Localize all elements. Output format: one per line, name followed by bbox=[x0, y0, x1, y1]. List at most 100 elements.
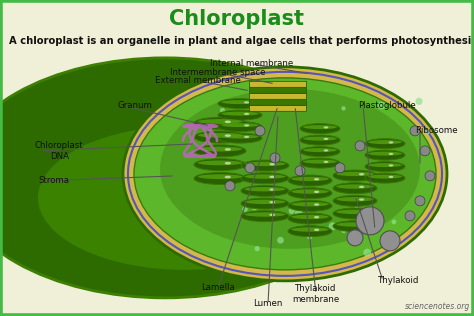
Text: A chloroplast is an organelle in plant and algae cells that performs photosynthe: A chloroplast is an organelle in plant a… bbox=[9, 36, 474, 46]
Ellipse shape bbox=[359, 224, 364, 226]
Circle shape bbox=[245, 163, 255, 173]
Ellipse shape bbox=[198, 161, 242, 165]
Ellipse shape bbox=[218, 122, 262, 131]
Text: Lumen: Lumen bbox=[253, 299, 283, 308]
Ellipse shape bbox=[324, 149, 328, 151]
Ellipse shape bbox=[38, 126, 332, 270]
Ellipse shape bbox=[292, 189, 328, 194]
Text: Plastoglobule: Plastoglobule bbox=[358, 101, 416, 110]
FancyBboxPatch shape bbox=[249, 99, 307, 105]
Ellipse shape bbox=[300, 124, 340, 134]
Circle shape bbox=[344, 227, 348, 231]
Circle shape bbox=[356, 207, 384, 235]
Ellipse shape bbox=[365, 139, 405, 149]
Ellipse shape bbox=[198, 147, 242, 151]
Ellipse shape bbox=[314, 216, 319, 218]
Ellipse shape bbox=[244, 113, 249, 115]
Ellipse shape bbox=[314, 178, 319, 180]
Circle shape bbox=[289, 208, 295, 214]
Ellipse shape bbox=[333, 170, 377, 181]
Ellipse shape bbox=[218, 133, 262, 143]
Circle shape bbox=[305, 206, 311, 212]
Circle shape bbox=[380, 231, 400, 251]
Ellipse shape bbox=[245, 187, 285, 191]
Circle shape bbox=[425, 130, 429, 135]
Circle shape bbox=[242, 206, 248, 212]
Ellipse shape bbox=[241, 198, 289, 209]
Circle shape bbox=[328, 222, 337, 230]
Ellipse shape bbox=[128, 72, 442, 276]
Circle shape bbox=[255, 126, 265, 136]
Ellipse shape bbox=[368, 163, 402, 167]
Ellipse shape bbox=[389, 176, 393, 178]
Ellipse shape bbox=[218, 110, 262, 120]
Ellipse shape bbox=[336, 222, 374, 227]
Ellipse shape bbox=[288, 188, 332, 199]
Ellipse shape bbox=[324, 161, 328, 163]
Ellipse shape bbox=[336, 184, 374, 189]
Text: Stroma: Stroma bbox=[38, 176, 69, 185]
Ellipse shape bbox=[368, 152, 402, 155]
Ellipse shape bbox=[241, 173, 289, 184]
Ellipse shape bbox=[359, 198, 364, 201]
Circle shape bbox=[410, 126, 420, 136]
Ellipse shape bbox=[336, 210, 374, 214]
Ellipse shape bbox=[300, 158, 340, 168]
Ellipse shape bbox=[324, 138, 328, 140]
Ellipse shape bbox=[359, 186, 364, 188]
Circle shape bbox=[323, 159, 328, 163]
Ellipse shape bbox=[336, 172, 374, 176]
Ellipse shape bbox=[300, 135, 340, 145]
Ellipse shape bbox=[241, 185, 289, 196]
Ellipse shape bbox=[314, 203, 319, 206]
Ellipse shape bbox=[368, 140, 402, 144]
Circle shape bbox=[425, 171, 435, 181]
Ellipse shape bbox=[333, 208, 377, 219]
Ellipse shape bbox=[225, 120, 231, 123]
Ellipse shape bbox=[160, 89, 420, 249]
Circle shape bbox=[420, 146, 430, 156]
Ellipse shape bbox=[245, 212, 285, 217]
Ellipse shape bbox=[225, 162, 231, 165]
Ellipse shape bbox=[194, 117, 246, 129]
Text: Granum: Granum bbox=[118, 101, 153, 110]
Circle shape bbox=[277, 237, 284, 244]
Circle shape bbox=[392, 220, 396, 224]
Circle shape bbox=[292, 100, 299, 107]
Circle shape bbox=[220, 108, 225, 113]
Ellipse shape bbox=[365, 161, 405, 172]
Text: Thylakoid: Thylakoid bbox=[378, 276, 419, 285]
Text: Internal membrane: Internal membrane bbox=[210, 59, 293, 68]
Ellipse shape bbox=[221, 135, 259, 139]
Circle shape bbox=[224, 114, 231, 120]
Circle shape bbox=[363, 249, 371, 257]
Ellipse shape bbox=[241, 211, 289, 222]
Circle shape bbox=[355, 203, 361, 209]
Ellipse shape bbox=[359, 211, 364, 213]
Ellipse shape bbox=[292, 202, 328, 206]
Ellipse shape bbox=[389, 141, 393, 143]
Circle shape bbox=[405, 211, 415, 221]
Circle shape bbox=[270, 153, 280, 163]
Ellipse shape bbox=[245, 162, 285, 166]
Ellipse shape bbox=[221, 100, 259, 104]
Circle shape bbox=[213, 122, 219, 129]
Circle shape bbox=[295, 209, 302, 216]
Ellipse shape bbox=[324, 126, 328, 129]
Ellipse shape bbox=[269, 188, 275, 191]
FancyBboxPatch shape bbox=[249, 93, 307, 99]
Circle shape bbox=[335, 163, 345, 173]
Ellipse shape bbox=[225, 148, 231, 151]
Circle shape bbox=[310, 128, 316, 133]
FancyBboxPatch shape bbox=[249, 81, 307, 87]
Text: Chloroplast: Chloroplast bbox=[170, 9, 304, 29]
Ellipse shape bbox=[244, 124, 249, 126]
Ellipse shape bbox=[221, 112, 259, 116]
Ellipse shape bbox=[269, 214, 275, 216]
Circle shape bbox=[355, 141, 365, 151]
Ellipse shape bbox=[288, 213, 332, 224]
Ellipse shape bbox=[244, 136, 249, 138]
Ellipse shape bbox=[225, 176, 231, 178]
Ellipse shape bbox=[365, 150, 405, 160]
Ellipse shape bbox=[194, 145, 246, 157]
